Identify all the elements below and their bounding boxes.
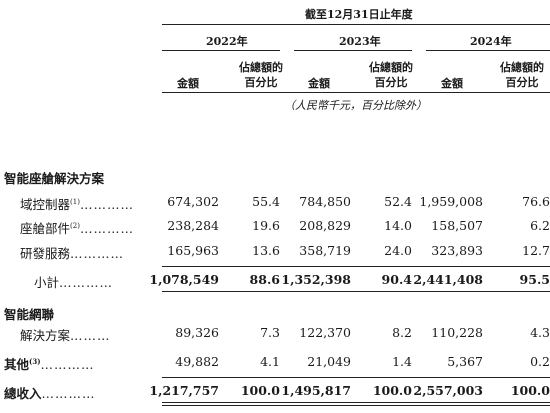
cell-total-revenue-pct-2024: 100.0 <box>510 383 550 398</box>
cell-others-amount-2023: 21,049 <box>307 354 351 369</box>
cell-total-revenue-amount-2023: 1,495,817 <box>281 383 351 398</box>
cell-total-revenue-pct-2022: 100.0 <box>240 383 280 398</box>
row-label-total-revenue: 總收入………… <box>4 386 96 401</box>
cell-rd-services-pct-2022: 13.6 <box>252 243 280 258</box>
section-smart-cockpit: 智能座艙解決方案 <box>4 171 105 186</box>
cell-rd-services-amount-2022: 165,963 <box>167 243 219 258</box>
row-label-others: 其他(3)………… <box>4 356 95 372</box>
row-label-solutions: 解決方案……… <box>20 328 111 343</box>
unit-note: （人民幣千元，百分比除外） <box>284 99 427 112</box>
cell-domain-controller-amount-2022: 674,302 <box>167 194 219 209</box>
row-label-domain-controller: 域控制器(1)………… <box>20 197 134 212</box>
cell-cockpit-parts-pct-2024: 6.2 <box>530 218 550 233</box>
row-label-cockpit-parts: 座艙部件(2)………… <box>20 221 134 236</box>
cell-solutions-amount-2022: 89,326 <box>175 325 219 340</box>
year-2022: 2022年 <box>206 35 248 48</box>
year-2024-underline <box>426 50 550 51</box>
cell-solutions-pct-2022: 7.3 <box>260 325 280 340</box>
cell-others-pct-2024: 0.2 <box>530 354 550 369</box>
cell-solutions-amount-2023: 122,370 <box>299 325 351 340</box>
year-2023: 2023年 <box>339 35 381 48</box>
cell-cockpit-parts-amount-2024: 158,507 <box>431 218 483 233</box>
cell-others-pct-2022: 4.1 <box>260 354 280 369</box>
cell-domain-controller-pct-2022: 55.4 <box>252 194 280 209</box>
cell-cockpit-parts-pct-2022: 19.6 <box>252 218 280 233</box>
cell-solutions-pct-2023: 8.2 <box>392 325 412 340</box>
col-amount-2023: 金額 <box>308 77 330 90</box>
subtotal-bottom-rule <box>162 291 550 292</box>
total-top-rule <box>162 377 550 378</box>
subtotal-top-rule <box>162 266 550 267</box>
cell-domain-controller-pct-2024: 76.6 <box>522 194 550 209</box>
col-amount-2024: 金額 <box>441 77 463 90</box>
cell-others-pct-2023: 1.4 <box>392 354 412 369</box>
cell-subtotal-pct-2024: 95.5 <box>519 272 550 287</box>
row-label-subtotal: 小計………… <box>34 275 114 290</box>
col-pct-2024: 佔總額的 百分比 <box>500 61 544 89</box>
cell-rd-services-pct-2023: 24.0 <box>384 243 412 258</box>
column-header-underline <box>162 92 550 93</box>
cell-cockpit-parts-pct-2023: 14.0 <box>384 218 412 233</box>
cell-domain-controller-amount-2023: 784,850 <box>299 194 351 209</box>
cell-subtotal-pct-2023: 90.4 <box>381 272 412 287</box>
row-label-rd-services: 研發服務………… <box>20 246 125 261</box>
cell-others-amount-2022: 49,882 <box>175 354 219 369</box>
cell-subtotal-pct-2022: 88.6 <box>249 272 280 287</box>
col-amount-2022: 金額 <box>177 77 199 90</box>
cell-subtotal-amount-2022: 1,078,549 <box>149 272 219 287</box>
col-pct-2023: 佔總額的 百分比 <box>369 61 413 89</box>
cell-total-revenue-pct-2023: 100.0 <box>372 383 412 398</box>
cell-total-revenue-amount-2024: 2,557,003 <box>413 383 483 398</box>
period-title: 截至12月31日止年度 <box>305 8 413 21</box>
cell-rd-services-pct-2024: 12.7 <box>522 243 550 258</box>
cell-subtotal-amount-2023: 1,352,398 <box>281 272 351 287</box>
cell-others-amount-2024: 5,367 <box>447 354 483 369</box>
cell-cockpit-parts-amount-2022: 238,284 <box>167 218 219 233</box>
cell-subtotal-amount-2024: 2,441,408 <box>413 272 483 287</box>
cell-domain-controller-amount-2024: 1,959,008 <box>419 194 483 209</box>
cell-solutions-amount-2024: 110,228 <box>431 325 483 340</box>
total-double-rule <box>162 402 550 406</box>
cell-cockpit-parts-amount-2023: 208,829 <box>299 218 351 233</box>
cell-total-revenue-amount-2022: 1,217,757 <box>149 383 219 398</box>
cell-solutions-pct-2024: 4.3 <box>530 325 550 340</box>
year-2023-underline <box>294 50 412 51</box>
year-2022-underline <box>162 50 280 51</box>
col-pct-2022: 佔總額的 百分比 <box>239 61 283 89</box>
period-underline <box>162 24 550 25</box>
year-2024: 2024年 <box>470 35 512 48</box>
cell-rd-services-amount-2024: 323,893 <box>431 243 483 258</box>
section-smart-connect: 智能網聯 <box>4 307 55 322</box>
cell-domain-controller-pct-2023: 52.4 <box>384 194 412 209</box>
cell-rd-services-amount-2023: 358,719 <box>299 243 351 258</box>
